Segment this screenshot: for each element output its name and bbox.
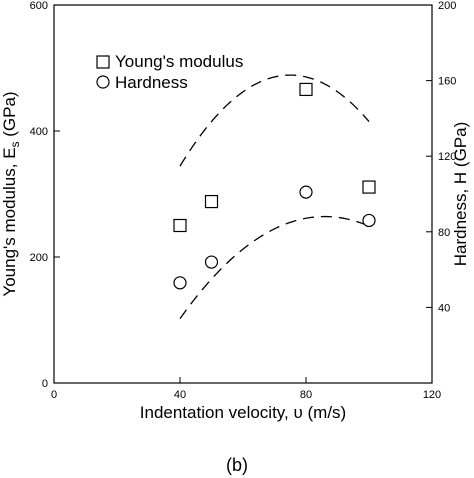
data-point-youngs-modulus: [204, 194, 219, 209]
legend-label-youngs-modulus: Young's modulus: [115, 52, 243, 71]
panel-label: (b): [226, 455, 248, 475]
y-left-tick-label: 400: [30, 126, 48, 138]
data-markers: [173, 82, 376, 290]
data-point-hardness: [204, 255, 219, 269]
y-left-tick-label: 600: [30, 0, 48, 12]
y-axis-label-left: Young's modulus, Es (GPa): [0, 91, 22, 296]
y-left-tick-label: 200: [30, 252, 48, 264]
y-right-tick-label: 40: [438, 302, 450, 314]
y-left-tick-label: 0: [42, 378, 48, 390]
x-tick-label: 80: [300, 389, 312, 401]
x-tick-label: 0: [51, 389, 57, 401]
legend-label-hardness: Hardness: [115, 73, 188, 92]
x-tick-label: 40: [174, 389, 186, 401]
fit-curves: [179, 74, 370, 320]
legend-square-icon: [96, 55, 110, 69]
data-point-hardness: [362, 213, 376, 228]
x-axis-label: Indentation velocity, υ (m/s): [140, 403, 346, 422]
data-point-youngs-modulus: [173, 218, 187, 233]
data-point-youngs-modulus: [299, 82, 313, 97]
y-right-tick-label: 80: [438, 227, 450, 239]
y-right-tick-label: 160: [438, 76, 456, 88]
x-tick-label: 120: [423, 389, 441, 401]
plot-frame: [53, 4, 433, 384]
axis-ticks: 0 40 80 120 0 200 400 600 40 80 120 160 200: [30, 0, 457, 401]
data-point-youngs-modulus: [362, 180, 376, 194]
y-right-tick-label: 120: [438, 151, 456, 163]
fit-curve-youngs-modulus: [179, 74, 370, 167]
legend-circle-icon: [96, 75, 110, 89]
y-axis-label-right: Hardness, H (GPa): [451, 122, 470, 267]
fit-curve-hardness: [179, 215, 370, 320]
data-point-hardness: [299, 185, 313, 199]
legend: Young's modulus Hardness: [96, 52, 243, 92]
y-right-tick-label: 200: [438, 0, 456, 12]
data-point-hardness: [173, 276, 187, 290]
